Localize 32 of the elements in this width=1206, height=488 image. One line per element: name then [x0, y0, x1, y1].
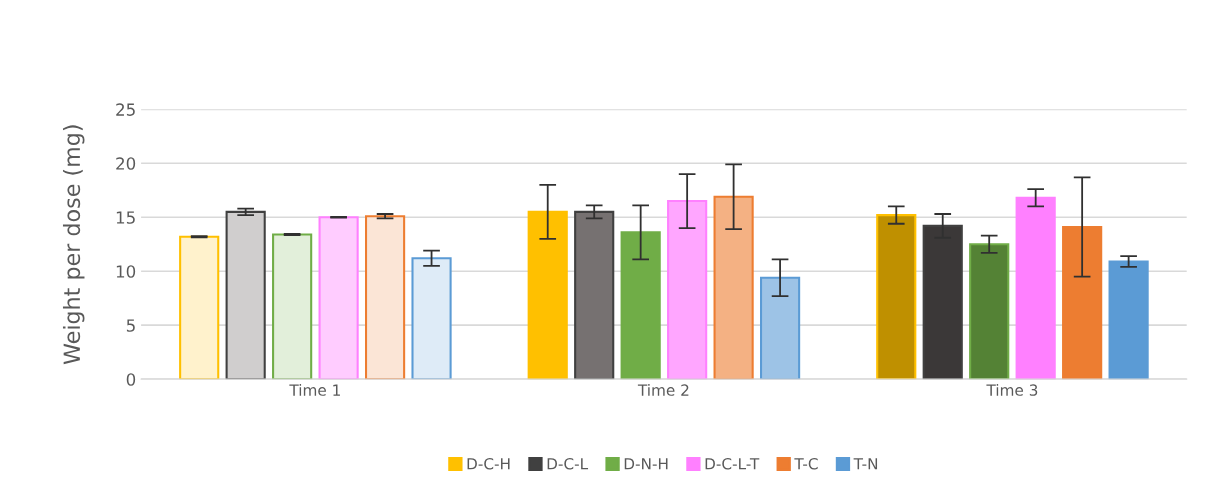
bar [620, 231, 661, 380]
bar [667, 200, 708, 380]
bar [1015, 196, 1056, 380]
legend-label: D-N-H [624, 458, 668, 470]
y-tick-label: 20 [116, 157, 136, 170]
legend-label: T-N [853, 458, 878, 470]
y-tick-label: 10 [116, 265, 136, 278]
x-tick-label: Time 1 [289, 384, 340, 396]
bar [272, 233, 313, 380]
legend-label: D-C-L-T [705, 457, 760, 470]
y-tick-label: 5 [126, 319, 135, 332]
bar [411, 257, 452, 380]
y-tick-label: 15 [116, 211, 135, 224]
bar [574, 210, 615, 380]
bar [1108, 260, 1149, 380]
x-tick-label: Time 2 [637, 384, 689, 396]
bar [318, 216, 359, 380]
bar [1062, 225, 1103, 380]
y-tick-label: 0 [126, 373, 136, 386]
bar [713, 195, 754, 380]
bar [179, 235, 220, 380]
bar [969, 243, 1010, 380]
legend-label: T-C [794, 457, 818, 470]
bar [759, 276, 801, 380]
bar [527, 210, 568, 380]
y-axis-title: Weight per dose (mg) [62, 125, 85, 365]
bar [364, 215, 406, 380]
legend-label: D-C-H [467, 457, 510, 470]
legend-label: D-C-L [547, 457, 589, 470]
x-tick-label: Time 3 [986, 384, 1038, 396]
bar [876, 214, 917, 380]
y-tick-label: 25 [116, 103, 135, 116]
